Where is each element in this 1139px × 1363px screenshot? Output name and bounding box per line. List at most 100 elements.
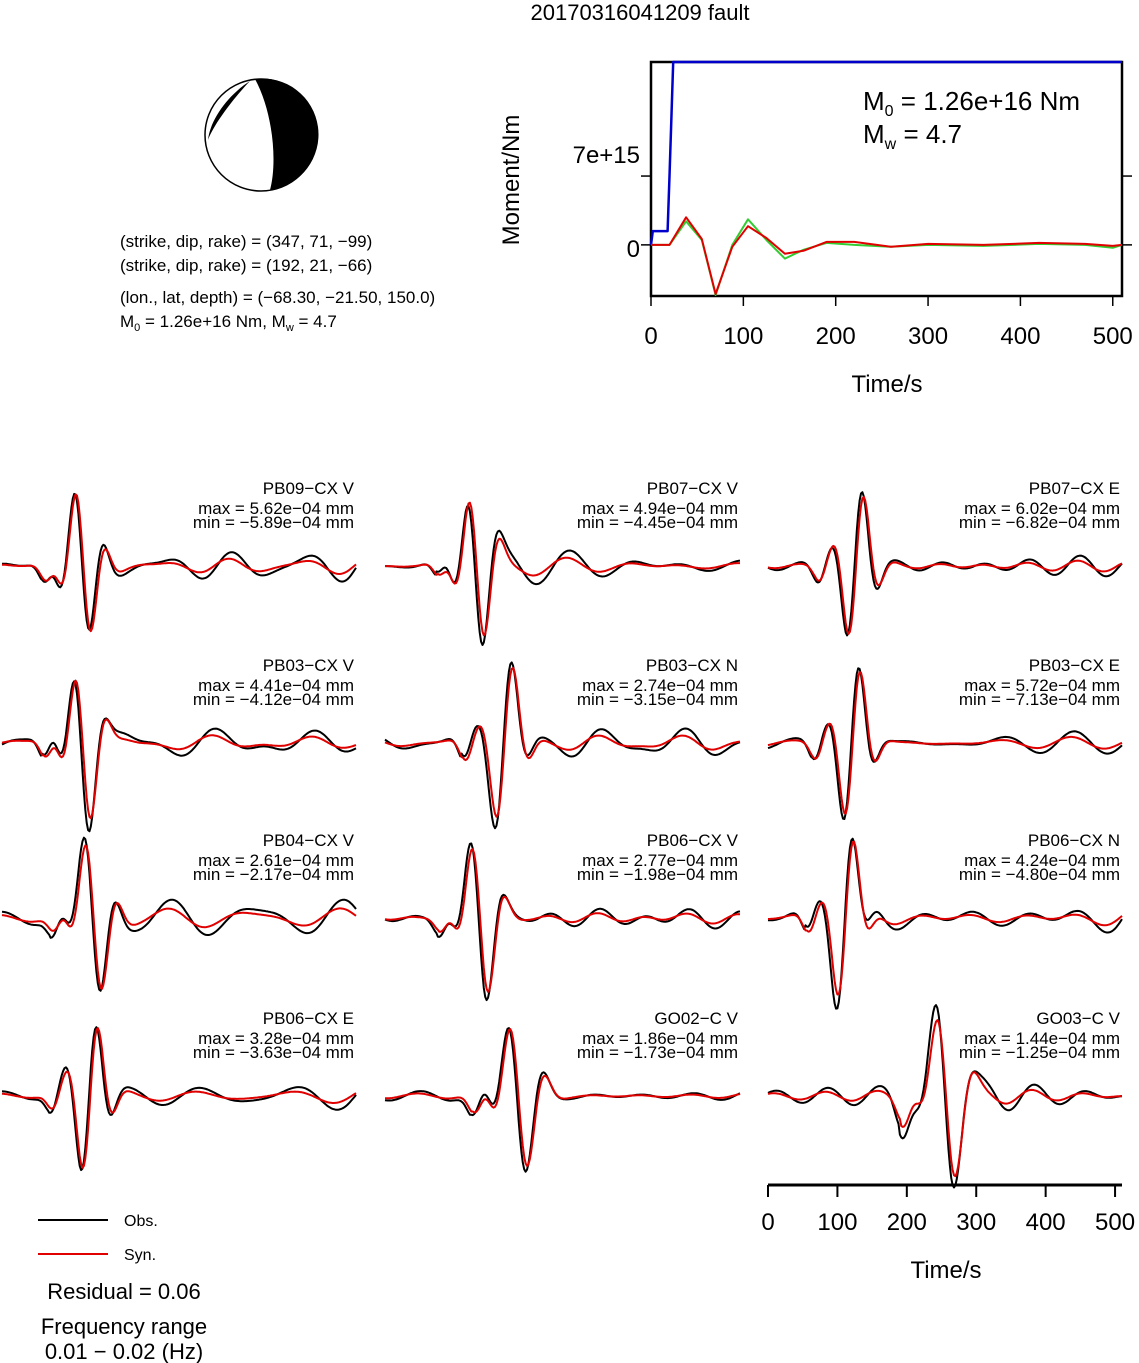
synthetic-waveform — [768, 840, 1123, 996]
waveform-time-axis: 0 100 200 300 400 500 Time/s — [761, 1183, 1135, 1284]
station-min: min = −1.25e−04 mm — [959, 1043, 1120, 1062]
synthetic-waveform — [767, 671, 1123, 815]
observed-waveform — [2, 492, 357, 631]
nodal-plane-2: (strike, dip, rake) = (192, 21, −66) — [120, 256, 372, 275]
observed-waveform — [1, 680, 357, 833]
observed-waveform — [1, 1026, 357, 1172]
station-min: min = −1.98e−04 mm — [577, 865, 738, 884]
moment-ylabel: Moment/Nm — [498, 115, 525, 246]
station-name: PB06−CX E — [263, 1009, 354, 1028]
station-max: max = 4.41e−04 mm — [198, 676, 354, 695]
waveform-xtick-label-400: 400 — [1026, 1209, 1066, 1236]
waveform-xtick-label-0: 0 — [761, 1209, 774, 1236]
synthetic-waveform — [384, 848, 741, 993]
legend-obs-label: Obs. — [124, 1213, 158, 1230]
station-name: PB03−CX V — [263, 656, 355, 675]
waveform-axis-ticks: 0 100 200 300 400 500 — [761, 1185, 1135, 1236]
source-time-function-green-line — [651, 218, 1123, 296]
synthetic-waveform — [384, 666, 741, 818]
figure-title: 20170316041209 fault — [531, 0, 750, 25]
station-min: min = −4.80e−04 mm — [959, 865, 1120, 884]
station-min: min = −5.89e−04 mm — [193, 513, 354, 532]
station-name: PB03−CX N — [646, 656, 738, 675]
station-max: max = 3.28e−04 mm — [198, 1029, 354, 1048]
moment-xtick-label-500: 500 — [1093, 323, 1133, 350]
moment-panel: 7e+15 0 Moment/Nm Time/s 0 100 200 300 400 50… — [498, 60, 1133, 398]
moment-m0-annotation: M0 = 1.26e+16 Nm — [863, 86, 1080, 120]
synthetic-waveform — [2, 493, 357, 633]
moment-axis-ticks — [641, 175, 1132, 306]
focal-mechanism-beachball — [204, 78, 319, 192]
synthetic-waveform — [767, 495, 1123, 635]
synthetic-waveform — [384, 501, 740, 637]
nodal-plane-1: (strike, dip, rake) = (347, 71, −99) — [120, 232, 372, 251]
station-name: PB04−CX V — [263, 831, 355, 850]
station-min: min = −4.12e−04 mm — [193, 690, 354, 709]
magnitude-text: M0 = 1.26e+16 Nm, Mw = 4.7 — [120, 312, 337, 334]
moment-series-group — [649, 60, 1123, 296]
residual-text: Residual = 0.06 — [47, 1279, 201, 1304]
station-min: min = −6.82e−04 mm — [959, 513, 1120, 532]
station-max: max = 2.77e−04 mm — [582, 851, 738, 870]
observed-waveform — [385, 505, 741, 646]
legend-syn-label: Syn. — [124, 1247, 156, 1264]
station-name: PB09−CX V — [263, 479, 355, 498]
moment-xtick-label-200: 200 — [816, 323, 856, 350]
moment-xlabel: Time/s — [851, 371, 922, 398]
moment-cumulative-line — [649, 60, 1122, 246]
station-min: min = −7.13e−04 mm — [959, 690, 1120, 709]
hypocenter-text: (lon., lat, depth) = (−68.30, −21.50, 15… — [120, 288, 435, 307]
station-name: GO03−C V — [1036, 1009, 1120, 1028]
synthetic-waveform — [767, 1019, 1123, 1178]
station-max: max = 4.94e−04 mm — [582, 499, 738, 518]
waveform-xtick-label-300: 300 — [956, 1209, 996, 1236]
station-min: min = −3.63e−04 mm — [193, 1043, 354, 1062]
station-min: min = −4.45e−04 mm — [577, 513, 738, 532]
station-max: max = 6.02e−04 mm — [964, 499, 1120, 518]
synthetic-waveform — [1, 1027, 357, 1169]
station-name: PB07−CX E — [1029, 479, 1120, 498]
station-min: min = −3.15e−04 mm — [577, 690, 738, 709]
moment-ytick-label-7e15: 7e+15 — [573, 142, 640, 169]
station-max: max = 5.62e−04 mm — [198, 499, 354, 518]
station-max: max = 4.24e−04 mm — [964, 851, 1120, 870]
moment-xtick-label-0: 0 — [644, 323, 657, 350]
station-min: min = −1.73e−04 mm — [577, 1043, 738, 1062]
station-max: max = 1.86e−04 mm — [582, 1029, 738, 1048]
station-name: PB06−CX V — [647, 831, 739, 850]
station-min: min = −2.17e−04 mm — [193, 865, 354, 884]
synthetic-waveform — [385, 1028, 741, 1167]
moment-xtick-label-400: 400 — [1000, 323, 1040, 350]
synthetic-waveform — [1, 679, 357, 820]
station-name: GO02−C V — [654, 1009, 738, 1028]
legend: Obs. Syn. — [38, 1213, 158, 1264]
moment-xtick-label-300: 300 — [908, 323, 948, 350]
station-max: max = 5.72e−04 mm — [964, 676, 1120, 695]
moment-xtick-labels: 0 100 200 300 400 500 — [644, 323, 1132, 350]
moment-mw-annotation: Mw = 4.7 — [863, 119, 962, 153]
station-name: PB06−CX N — [1028, 831, 1120, 850]
waveform-xtick-label-200: 200 — [887, 1209, 927, 1236]
observed-waveform — [767, 1004, 1123, 1189]
waveform-xtick-label-100: 100 — [817, 1209, 857, 1236]
station-max: max = 1.44e−04 mm — [964, 1029, 1120, 1048]
moment-ytick-label-0: 0 — [627, 236, 640, 263]
waveform-xlabel: Time/s — [910, 1257, 981, 1284]
observed-waveform — [1, 836, 357, 992]
frequency-range-value: 0.01 − 0.02 (Hz) — [45, 1339, 203, 1363]
station-name: PB07−CX V — [647, 479, 739, 498]
source-time-function-red-line — [651, 216, 1123, 295]
